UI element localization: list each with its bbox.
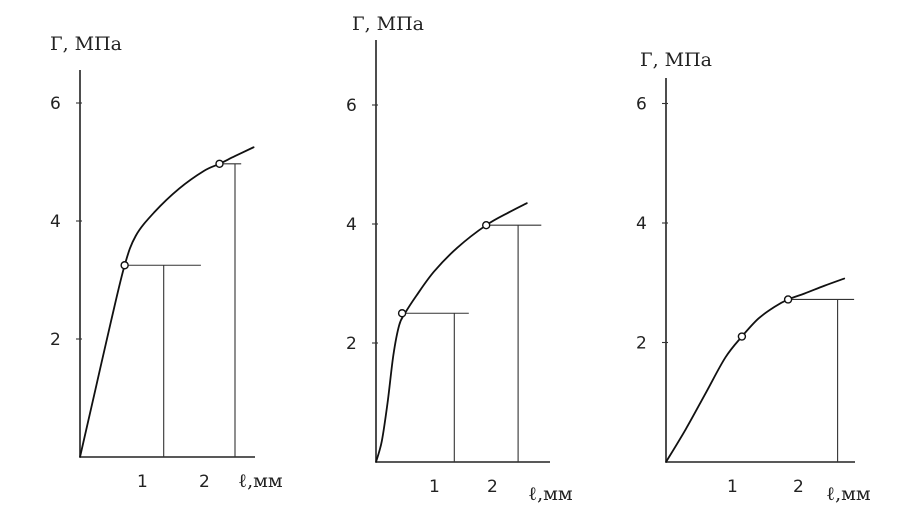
series-line	[375, 202, 528, 463]
series-line	[79, 146, 255, 458]
data-point	[397, 309, 407, 318]
y-tick-label: 2	[346, 334, 357, 354]
y-tick-label: 6	[346, 96, 357, 116]
y-tick-label: 6	[636, 95, 647, 115]
x-tick-label: 1	[429, 477, 440, 497]
x-tick-label: 1	[727, 477, 738, 497]
data-point	[783, 295, 793, 304]
data-point	[120, 261, 129, 270]
x-tick-label: 2	[793, 477, 804, 497]
x-tick-label: 2	[199, 472, 210, 492]
data-point	[215, 159, 224, 168]
y-tick-label: 4	[50, 212, 61, 232]
chart-middle: 2 4 6 1 2 Г, МПа ℓ,мм	[346, 13, 573, 505]
y-tick-label: 2	[50, 330, 61, 350]
y-tick-label: 4	[346, 215, 357, 235]
x-tick-label: 1	[137, 472, 148, 492]
data-point	[737, 332, 747, 341]
x-axis-label: ℓ,мм	[826, 483, 871, 505]
y-axis-label: Г, МПа	[640, 49, 712, 71]
series-line	[665, 277, 846, 463]
x-tick-label: 2	[487, 477, 498, 497]
y-axis-label: Г, МПа	[352, 13, 424, 35]
x-axis-label: ℓ,мм	[238, 470, 283, 492]
data-point	[482, 220, 491, 230]
y-axis-label: Г, МПа	[50, 33, 122, 55]
y-tick-label: 2	[636, 334, 647, 354]
y-tick-label: 6	[50, 94, 61, 114]
chart-right: 2 4 6 1 2 Г, МПа ℓ,мм	[636, 49, 871, 505]
y-tick-label: 4	[636, 214, 647, 234]
chart-left: 2 4 6 1 2 Г, МПа ℓ,мм	[50, 33, 283, 492]
x-axis-label: ℓ,мм	[528, 483, 573, 505]
